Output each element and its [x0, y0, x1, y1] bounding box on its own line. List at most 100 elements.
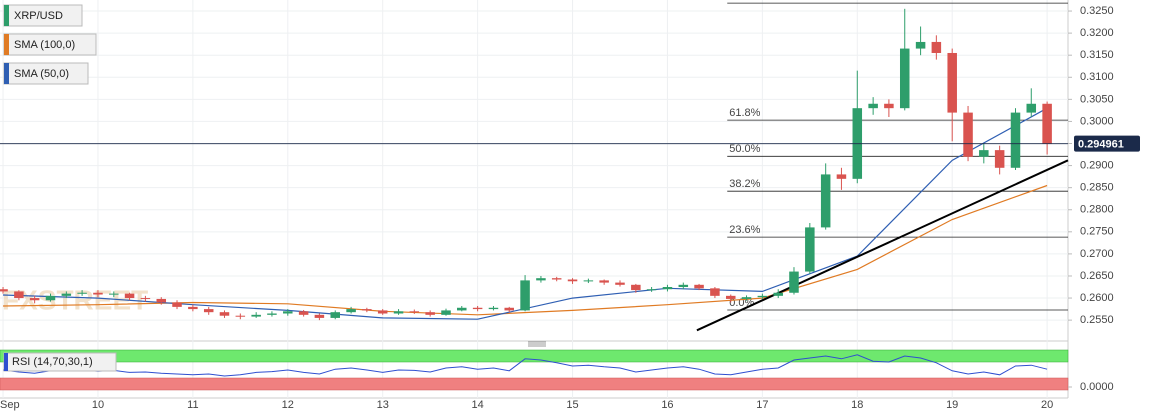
candle-body [631, 284, 641, 291]
fib-label: 61.8% [729, 107, 760, 119]
y-tick-label: 0.2900 [1080, 159, 1114, 171]
candle-body [741, 297, 752, 299]
candle-body [551, 278, 562, 280]
candle-body [520, 280, 530, 311]
legend-swatch [4, 34, 9, 55]
candle-body [235, 315, 246, 317]
candle-body [789, 271, 799, 293]
candle-body [899, 48, 910, 109]
y-tick-label: 0.3250 [1080, 5, 1114, 17]
candle-body [77, 292, 87, 294]
candle-body [678, 284, 689, 288]
x-tick-label: 10 [92, 399, 104, 411]
candle-body [915, 41, 926, 49]
candle-body [457, 307, 467, 311]
y-tick-label: 0.2750 [1080, 226, 1114, 238]
legend-swatch [4, 5, 9, 26]
candle-body [504, 307, 514, 311]
candle-body [393, 311, 404, 314]
legend-label: XRP/USD [14, 10, 63, 22]
candle-body [931, 41, 942, 53]
candle-body [93, 292, 103, 295]
x-tick-label: 12 [282, 399, 294, 411]
last-price-label: 0.294961 [1078, 139, 1124, 151]
candle-body [757, 295, 768, 298]
y-tick-label: 0.2650 [1080, 270, 1114, 282]
candle-body [1010, 112, 1021, 168]
candle-body [45, 295, 56, 301]
x-tick-label: 18 [851, 399, 863, 411]
candle-body [979, 150, 989, 157]
candle-body [1026, 103, 1037, 113]
candle-body [615, 282, 625, 285]
candle-body [536, 278, 546, 281]
candle-body [1042, 103, 1052, 144]
candle-body [662, 287, 673, 290]
x-tick-label: 15 [566, 399, 578, 411]
candle-body [188, 306, 198, 310]
candle-body [61, 293, 72, 296]
y-tick-label: 0.3000 [1080, 115, 1114, 127]
fib-label: 50.0% [729, 143, 760, 155]
candle-body [251, 314, 261, 317]
separator-handle [528, 341, 546, 347]
y-tick-label: 0.3200 [1080, 27, 1114, 39]
candle-body [726, 295, 736, 299]
legend-swatch [4, 63, 9, 84]
candle-body [14, 291, 24, 299]
last-price-box [1074, 135, 1140, 152]
y-tick-label: 0.2600 [1080, 292, 1114, 304]
rsi-label: RSI (14,70,30,1) [12, 356, 93, 368]
candle-body [836, 174, 847, 179]
candle-body [868, 103, 878, 109]
candle-body [203, 309, 214, 313]
candle-body [472, 307, 483, 310]
candle-body [172, 302, 182, 307]
candle-body [298, 311, 309, 315]
candle-body [346, 309, 356, 313]
candle-body [994, 150, 1005, 168]
candle-body [567, 279, 578, 282]
candle-body [156, 298, 167, 303]
candle-body [884, 103, 894, 109]
x-tick-label: 13 [377, 399, 389, 411]
candle-body [441, 310, 451, 315]
candle-body [140, 298, 151, 300]
candle-body [694, 284, 704, 289]
candle-body [599, 280, 609, 283]
candle-body [124, 293, 135, 299]
candle-body [947, 52, 957, 113]
candle-body [409, 311, 420, 313]
y-tick-label: 0.3150 [1080, 49, 1114, 61]
candle-body [488, 307, 499, 310]
candle-body [267, 313, 277, 315]
candle-body [0, 289, 8, 292]
candle-body [710, 288, 720, 296]
y-tick-label: 0.3050 [1080, 93, 1114, 105]
candle-body [29, 298, 40, 301]
legend-label: SMA (100,0) [14, 39, 75, 51]
candle-body [820, 174, 831, 228]
candle-body [377, 310, 388, 314]
x-tick-label: 16 [661, 399, 673, 411]
rsi-oversold-band [0, 377, 1069, 391]
rsi-swatch [4, 353, 8, 371]
y-tick-label: 0.2850 [1080, 182, 1114, 194]
candle-body [963, 112, 973, 157]
legend-label: SMA (50,0) [14, 68, 69, 80]
rsi-line [2, 354, 1048, 377]
candle-body [219, 312, 230, 316]
candle-body [773, 292, 783, 296]
x-tick-label: 20 [1041, 399, 1053, 411]
y-tick-label: 0.2700 [1080, 248, 1114, 260]
y-tick-label: 0.3100 [1080, 71, 1114, 83]
x-tick-label: Sep [0, 399, 20, 411]
candle-body [805, 227, 815, 272]
rsi-y-tick-label: 0.0000 [1080, 381, 1114, 393]
candle-body [646, 289, 657, 291]
fib-label: 38.2% [729, 178, 760, 190]
fib-label: 23.6% [729, 224, 760, 236]
x-tick-label: 11 [187, 399, 198, 411]
